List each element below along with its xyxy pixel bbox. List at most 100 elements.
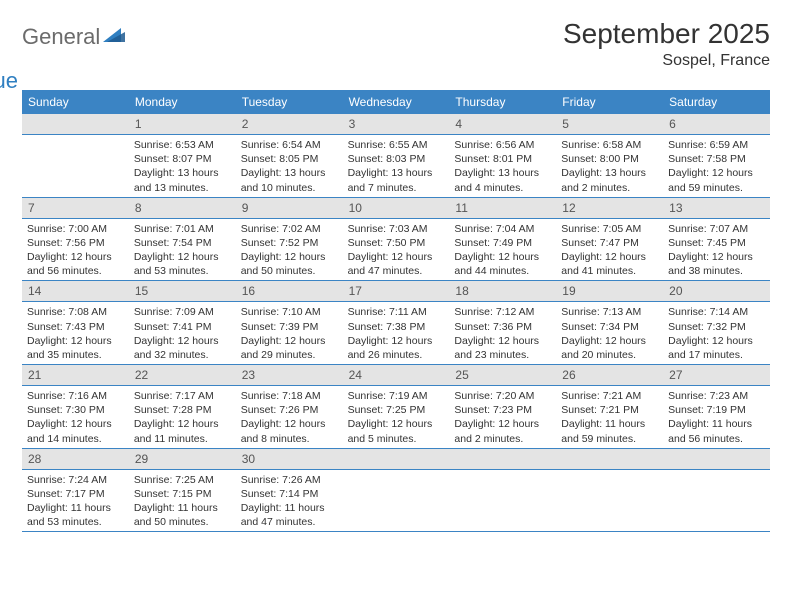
day-cell: Sunrise: 7:11 AMSunset: 7:38 PMDaylight:… — [343, 302, 450, 364]
sunrise-text: Sunrise: 7:19 AM — [348, 389, 445, 403]
sunset-text: Sunset: 7:15 PM — [134, 487, 231, 501]
day-number — [556, 449, 663, 469]
sunrise-text: Sunrise: 7:13 AM — [561, 305, 658, 319]
weekday-monday: Monday — [129, 90, 236, 114]
sunrise-text: Sunrise: 7:25 AM — [134, 473, 231, 487]
sunrise-text: Sunrise: 7:12 AM — [454, 305, 551, 319]
weekday-tuesday: Tuesday — [236, 90, 343, 114]
day-number-row: 21222324252627 — [22, 365, 770, 386]
sunrise-text: Sunrise: 7:20 AM — [454, 389, 551, 403]
day-cell: Sunrise: 7:00 AMSunset: 7:56 PMDaylight:… — [22, 219, 129, 281]
sunset-text: Sunset: 7:43 PM — [27, 320, 124, 334]
logo-triangle-icon — [103, 24, 125, 42]
sunset-text: Sunset: 7:21 PM — [561, 403, 658, 417]
sunset-text: Sunset: 8:07 PM — [134, 152, 231, 166]
day-number-row: 14151617181920 — [22, 281, 770, 302]
sunrise-text: Sunrise: 7:01 AM — [134, 222, 231, 236]
sunset-text: Sunset: 7:58 PM — [668, 152, 765, 166]
logo-text-blue: Blue — [0, 68, 79, 94]
daylight-text: Daylight: 13 hours and 7 minutes. — [348, 166, 445, 194]
daylight-text: Daylight: 12 hours and 47 minutes. — [348, 250, 445, 278]
month-title: September 2025 — [563, 18, 770, 50]
day-number: 15 — [129, 281, 236, 301]
day-cell — [343, 470, 450, 532]
sunrise-text: Sunrise: 6:58 AM — [561, 138, 658, 152]
logo-text-general: General — [22, 24, 100, 49]
day-number: 17 — [343, 281, 450, 301]
day-number: 12 — [556, 198, 663, 218]
day-cell: Sunrise: 7:23 AMSunset: 7:19 PMDaylight:… — [663, 386, 770, 448]
day-cell: Sunrise: 6:56 AMSunset: 8:01 PMDaylight:… — [449, 135, 556, 197]
day-cell: Sunrise: 6:55 AMSunset: 8:03 PMDaylight:… — [343, 135, 450, 197]
weekday-saturday: Saturday — [663, 90, 770, 114]
daylight-text: Daylight: 12 hours and 59 minutes. — [668, 166, 765, 194]
sunrise-text: Sunrise: 7:17 AM — [134, 389, 231, 403]
day-number: 7 — [22, 198, 129, 218]
sunset-text: Sunset: 8:03 PM — [348, 152, 445, 166]
daylight-text: Daylight: 13 hours and 4 minutes. — [454, 166, 551, 194]
day-cell: Sunrise: 7:16 AMSunset: 7:30 PMDaylight:… — [22, 386, 129, 448]
daylight-text: Daylight: 11 hours and 56 minutes. — [668, 417, 765, 445]
sunset-text: Sunset: 8:01 PM — [454, 152, 551, 166]
daylight-text: Daylight: 12 hours and 41 minutes. — [561, 250, 658, 278]
daylight-text: Daylight: 12 hours and 50 minutes. — [241, 250, 338, 278]
sunrise-text: Sunrise: 6:59 AM — [668, 138, 765, 152]
day-cell: Sunrise: 7:26 AMSunset: 7:14 PMDaylight:… — [236, 470, 343, 532]
sunrise-text: Sunrise: 7:09 AM — [134, 305, 231, 319]
calendar: Sunday Monday Tuesday Wednesday Thursday… — [22, 90, 770, 532]
weekday-friday: Friday — [556, 90, 663, 114]
day-number: 16 — [236, 281, 343, 301]
sunrise-text: Sunrise: 7:04 AM — [454, 222, 551, 236]
logo: General Blue — [22, 18, 127, 76]
daylight-text: Daylight: 12 hours and 20 minutes. — [561, 334, 658, 362]
day-cell: Sunrise: 7:04 AMSunset: 7:49 PMDaylight:… — [449, 219, 556, 281]
sunrise-text: Sunrise: 7:24 AM — [27, 473, 124, 487]
daylight-text: Daylight: 12 hours and 29 minutes. — [241, 334, 338, 362]
daylight-text: Daylight: 12 hours and 2 minutes. — [454, 417, 551, 445]
week-row: Sunrise: 7:00 AMSunset: 7:56 PMDaylight:… — [22, 219, 770, 282]
sunset-text: Sunset: 7:28 PM — [134, 403, 231, 417]
day-number-row: 282930 — [22, 449, 770, 470]
title-block: September 2025 Sospel, France — [563, 18, 770, 70]
day-number: 8 — [129, 198, 236, 218]
sunrise-text: Sunrise: 7:02 AM — [241, 222, 338, 236]
weekday-header-row: Sunday Monday Tuesday Wednesday Thursday… — [22, 90, 770, 114]
day-number: 30 — [236, 449, 343, 469]
day-number — [343, 449, 450, 469]
sunset-text: Sunset: 8:00 PM — [561, 152, 658, 166]
day-number — [22, 114, 129, 134]
day-cell: Sunrise: 7:02 AMSunset: 7:52 PMDaylight:… — [236, 219, 343, 281]
daylight-text: Daylight: 12 hours and 14 minutes. — [27, 417, 124, 445]
day-number: 21 — [22, 365, 129, 385]
sunset-text: Sunset: 7:17 PM — [27, 487, 124, 501]
day-cell: Sunrise: 7:08 AMSunset: 7:43 PMDaylight:… — [22, 302, 129, 364]
daylight-text: Daylight: 12 hours and 8 minutes. — [241, 417, 338, 445]
day-number-row: 78910111213 — [22, 198, 770, 219]
day-cell: Sunrise: 7:14 AMSunset: 7:32 PMDaylight:… — [663, 302, 770, 364]
sunset-text: Sunset: 7:30 PM — [27, 403, 124, 417]
day-cell — [663, 470, 770, 532]
sunset-text: Sunset: 7:19 PM — [668, 403, 765, 417]
sunrise-text: Sunrise: 7:23 AM — [668, 389, 765, 403]
day-cell: Sunrise: 7:17 AMSunset: 7:28 PMDaylight:… — [129, 386, 236, 448]
day-cell: Sunrise: 7:05 AMSunset: 7:47 PMDaylight:… — [556, 219, 663, 281]
day-number: 28 — [22, 449, 129, 469]
day-number — [663, 449, 770, 469]
day-number — [449, 449, 556, 469]
sunrise-text: Sunrise: 7:11 AM — [348, 305, 445, 319]
day-cell: Sunrise: 6:53 AMSunset: 8:07 PMDaylight:… — [129, 135, 236, 197]
day-cell: Sunrise: 7:07 AMSunset: 7:45 PMDaylight:… — [663, 219, 770, 281]
daylight-text: Daylight: 12 hours and 26 minutes. — [348, 334, 445, 362]
daylight-text: Daylight: 13 hours and 13 minutes. — [134, 166, 231, 194]
daylight-text: Daylight: 12 hours and 23 minutes. — [454, 334, 551, 362]
sunrise-text: Sunrise: 7:07 AM — [668, 222, 765, 236]
daylight-text: Daylight: 12 hours and 35 minutes. — [27, 334, 124, 362]
weeks-container: 123456Sunrise: 6:53 AMSunset: 8:07 PMDay… — [22, 114, 770, 532]
day-number: 27 — [663, 365, 770, 385]
week-row: Sunrise: 6:53 AMSunset: 8:07 PMDaylight:… — [22, 135, 770, 198]
week-row: Sunrise: 7:24 AMSunset: 7:17 PM Daylight:… — [22, 470, 770, 533]
sunset-text: Sunset: 7:25 PM — [348, 403, 445, 417]
daylight-text: Daylight: 12 hours and 5 minutes. — [348, 417, 445, 445]
daylight-text: Daylight: 11 hours and 50 minutes. — [134, 501, 231, 529]
day-number: 4 — [449, 114, 556, 134]
